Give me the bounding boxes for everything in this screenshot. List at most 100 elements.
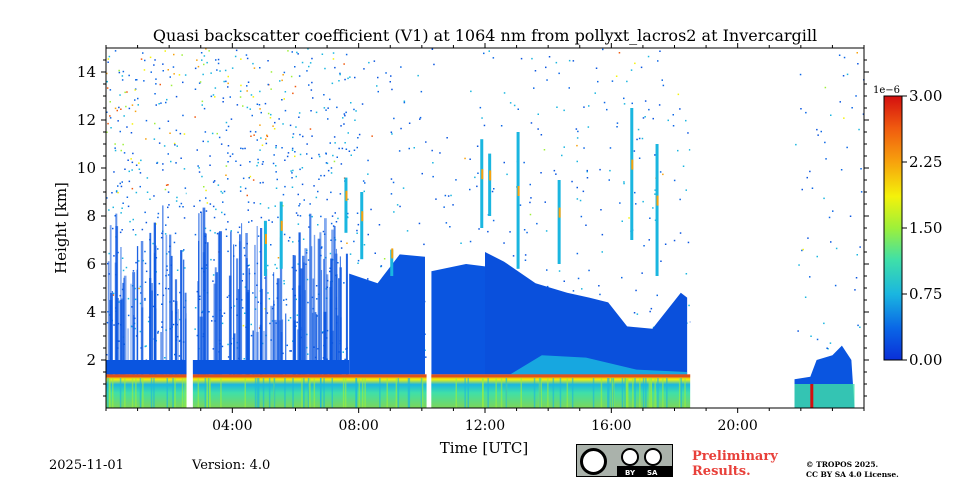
cc-license-badge[interactable]: BY SA: [576, 444, 673, 477]
noise-pixel: [347, 198, 349, 201]
noise-pixel: [270, 88, 272, 90]
noise-pixel: [476, 145, 479, 147]
noise-pixel: [276, 178, 278, 181]
cirrus-streak: [655, 144, 659, 276]
surface-streak: [648, 378, 651, 408]
noise-pixel: [131, 169, 133, 171]
noise-pixel: [568, 87, 570, 89]
noise-pixel: [213, 216, 216, 219]
noise-pixel: [174, 353, 176, 356]
noise-pixel: [396, 204, 399, 206]
surface-streak: [455, 378, 457, 408]
noise-pixel: [112, 294, 115, 296]
colorbar-tick-label: 0.75: [909, 285, 942, 303]
noise-pixel: [222, 101, 224, 103]
noise-pixel: [239, 164, 242, 166]
noise-pixel: [203, 55, 206, 57]
noise-pixel: [209, 229, 212, 232]
signal-streak: [304, 290, 306, 375]
noise-pixel: [621, 220, 623, 222]
x-tick-label: 08:00: [338, 418, 378, 434]
noise-pixel: [447, 195, 450, 197]
noise-pixel: [284, 109, 287, 112]
noise-pixel: [659, 50, 661, 52]
noise-pixel: [423, 243, 425, 246]
noise-pixel: [152, 242, 154, 245]
noise-pixel: [270, 339, 272, 341]
noise-pixel: [357, 137, 359, 139]
noise-pixel: [563, 280, 565, 282]
noise-pixel: [261, 163, 264, 165]
noise-pixel: [121, 257, 124, 259]
noise-pixel: [130, 158, 132, 160]
noise-pixel: [621, 276, 623, 279]
noise-pixel: [165, 287, 167, 290]
noise-pixel: [118, 69, 120, 72]
noise-pixel: [196, 59, 198, 61]
noise-pixel: [312, 97, 314, 99]
noise-pixel: [251, 220, 253, 222]
noise-pixel: [114, 107, 117, 110]
cc-by-label: BY: [625, 469, 636, 477]
surface-streak: [495, 378, 497, 408]
noise-pixel: [243, 358, 245, 360]
noise-pixel: [212, 205, 215, 208]
signal-streak: [200, 211, 203, 375]
noise-pixel: [205, 197, 207, 199]
noise-pixel: [290, 350, 292, 352]
noise-pixel: [227, 356, 230, 358]
noise-pixel: [108, 252, 110, 255]
noise-pixel: [272, 162, 275, 165]
noise-pixel: [132, 270, 135, 272]
noise-pixel: [357, 262, 359, 264]
noise-pixel: [563, 146, 565, 148]
noise-pixel: [246, 57, 249, 60]
noise-pixel: [403, 100, 406, 102]
noise-pixel: [239, 96, 242, 98]
noise-pixel: [275, 146, 277, 149]
noise-pixel: [212, 94, 215, 96]
noise-pixel: [153, 64, 155, 66]
noise-pixel: [138, 287, 140, 290]
noise-pixel: [225, 174, 227, 176]
noise-pixel: [860, 168, 862, 170]
elevated-layer-afternoon: [485, 252, 688, 375]
noise-pixel: [128, 170, 130, 173]
noise-pixel: [257, 301, 259, 303]
cirrus-streak: [279, 201, 283, 269]
signal-streak: [293, 255, 296, 375]
noise-pixel: [609, 147, 612, 149]
noise-pixel: [166, 265, 168, 267]
noise-pixel: [628, 217, 630, 219]
noise-pixel: [115, 190, 118, 192]
signal-streak: [256, 226, 258, 375]
noise-pixel: [857, 324, 859, 327]
noise-pixel: [225, 165, 228, 167]
noise-pixel: [368, 61, 370, 64]
noise-pixel: [239, 186, 242, 188]
noise-pixel: [172, 66, 175, 68]
noise-pixel: [340, 240, 342, 243]
noise-pixel: [241, 307, 244, 309]
surface-streak: [142, 378, 144, 408]
noise-pixel: [400, 127, 402, 130]
noise-pixel: [297, 53, 299, 55]
noise-pixel: [546, 79, 548, 81]
late-low-cloud-base: [794, 384, 855, 408]
noise-pixel: [208, 311, 210, 313]
noise-pixel: [137, 97, 139, 100]
noise-pixel: [179, 291, 181, 294]
noise-pixel: [202, 73, 204, 76]
signal-streak: [120, 247, 122, 375]
noise-pixel: [660, 260, 662, 262]
noise-pixel: [420, 90, 423, 93]
noise-pixel: [157, 212, 160, 215]
noise-pixel: [299, 153, 302, 156]
noise-pixel: [173, 142, 176, 145]
noise-pixel: [329, 252, 332, 255]
noise-pixel: [277, 257, 280, 259]
noise-pixel: [586, 169, 588, 172]
noise-pixel: [178, 355, 181, 357]
noise-pixel: [303, 199, 305, 201]
cirrus-core: [558, 207, 561, 218]
